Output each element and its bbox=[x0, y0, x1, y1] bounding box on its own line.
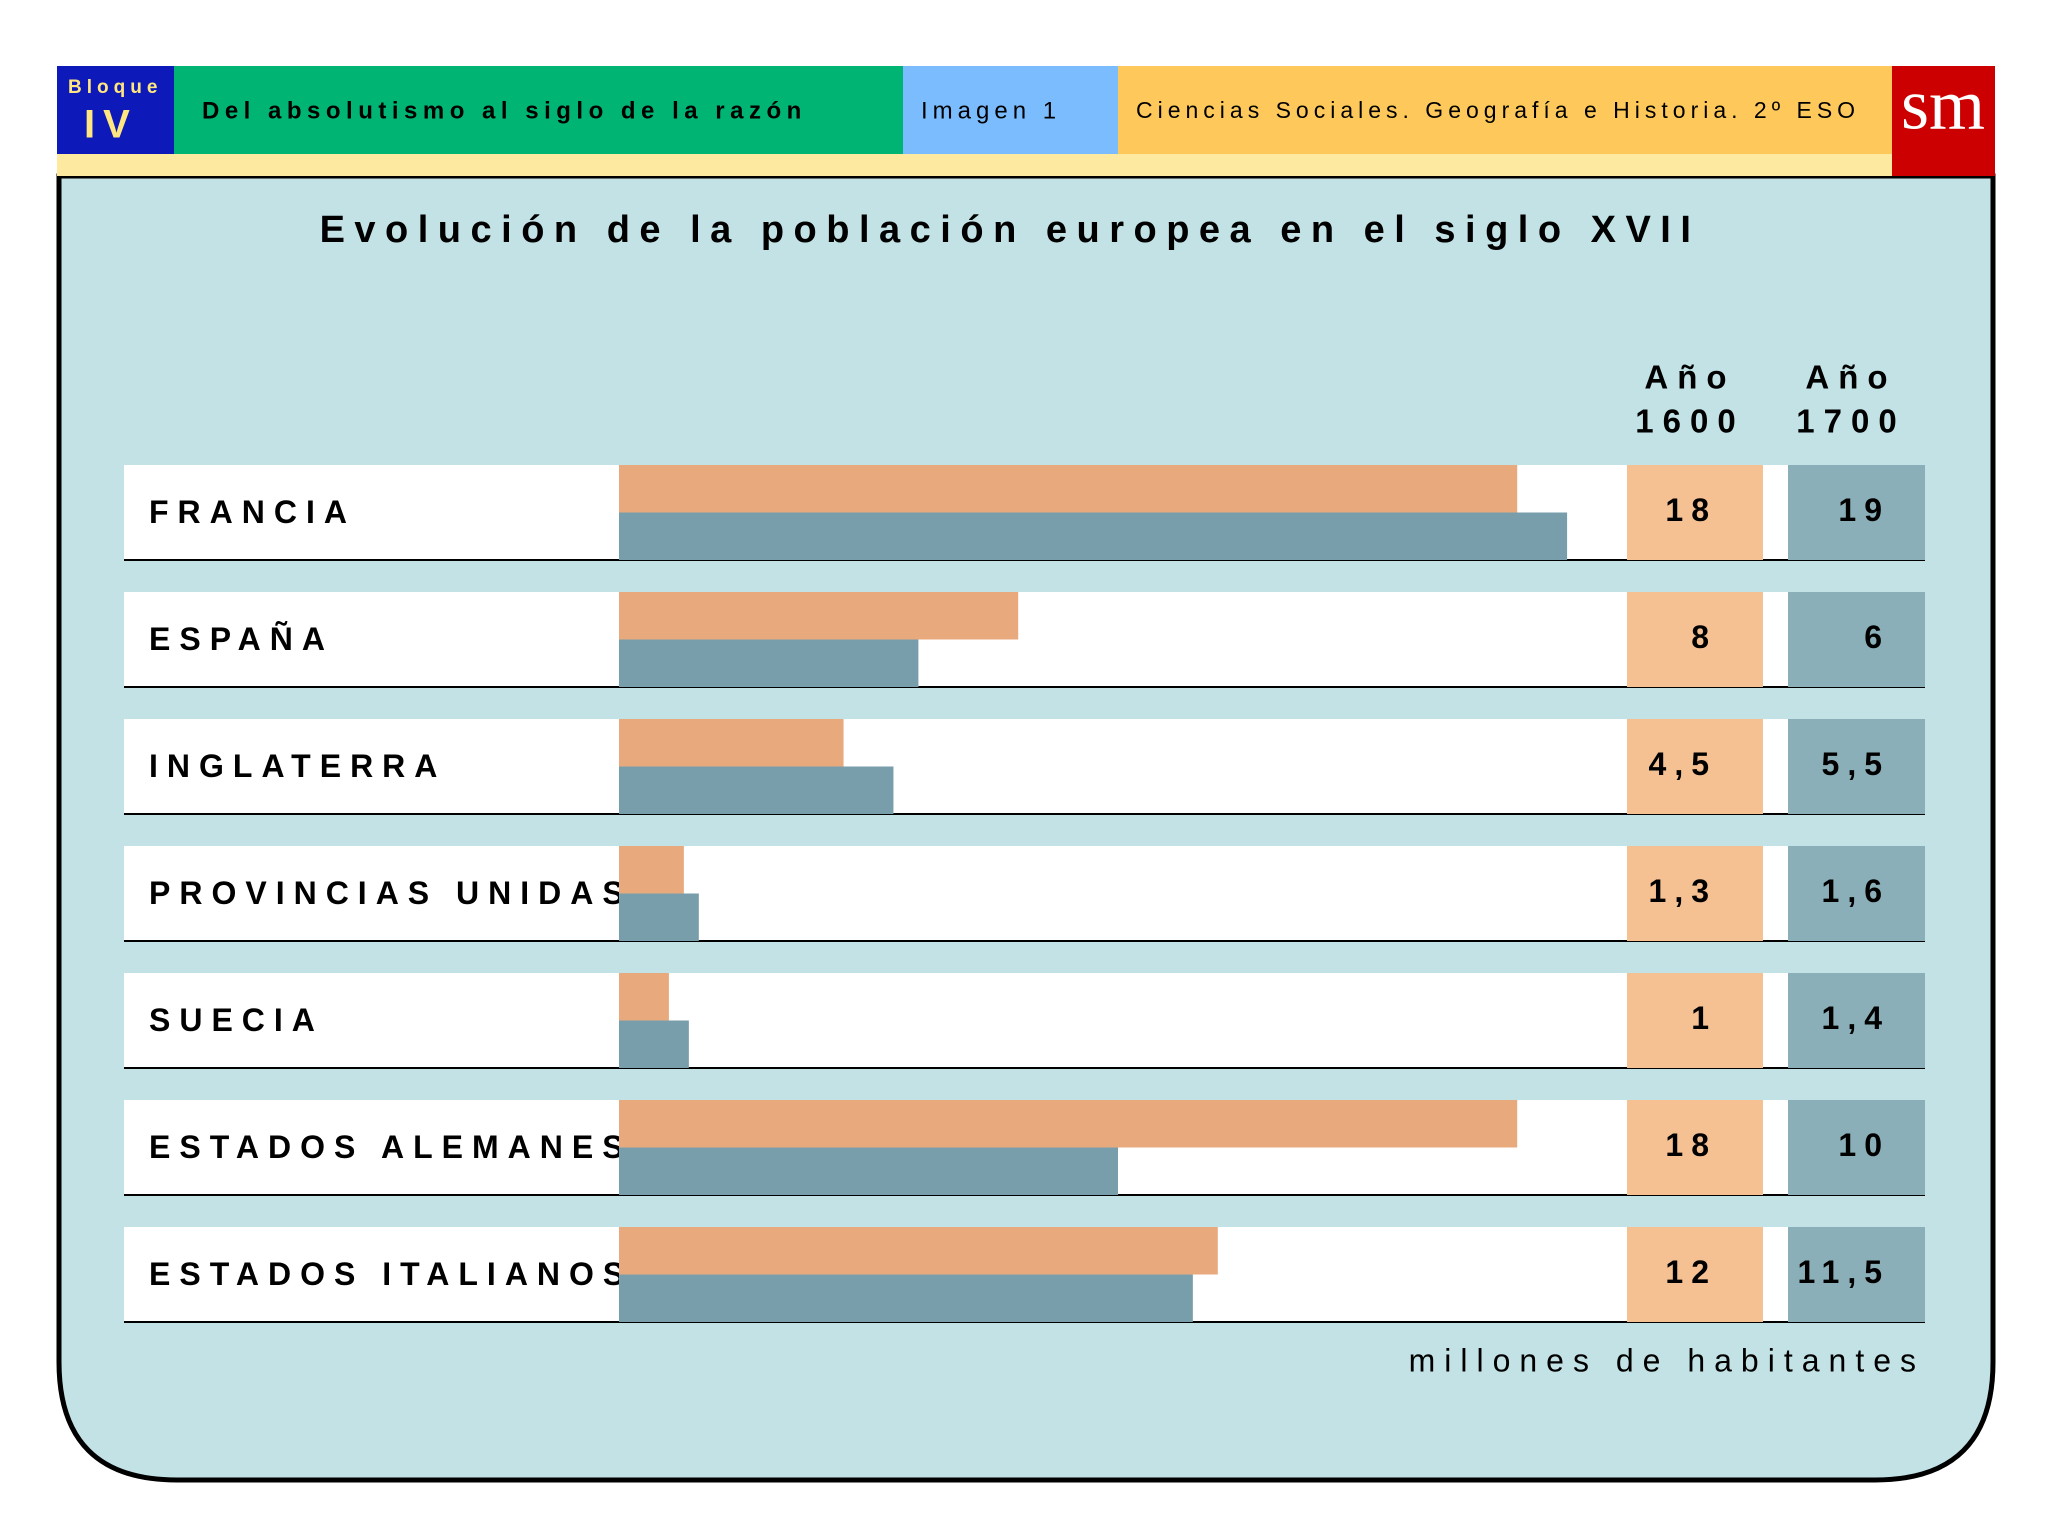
value-box bbox=[1627, 1100, 1763, 1195]
value-box bbox=[1788, 719, 1925, 814]
block-box bbox=[57, 66, 174, 154]
category-label: INGLATERRA bbox=[149, 748, 446, 784]
bar bbox=[619, 719, 844, 767]
value-box bbox=[1627, 592, 1763, 687]
chart-title: Evolución de la población europea en el … bbox=[320, 209, 1701, 251]
block-number: IV bbox=[84, 103, 138, 147]
bar bbox=[619, 1100, 1518, 1148]
value-label: 10 bbox=[1838, 1127, 1890, 1163]
header-strip bbox=[57, 154, 1892, 176]
value-box bbox=[1788, 465, 1925, 560]
image-box bbox=[903, 66, 1118, 154]
block-label: Bloque bbox=[68, 77, 162, 98]
value-label: 11,5 bbox=[1797, 1254, 1890, 1290]
bar bbox=[619, 846, 684, 894]
value-box bbox=[1627, 1227, 1763, 1322]
bar bbox=[619, 592, 1019, 640]
row-background bbox=[124, 973, 1925, 1068]
unit-note: millones de habitantes bbox=[1409, 1342, 1925, 1378]
value-label: 5,5 bbox=[1822, 746, 1890, 782]
value-box bbox=[1627, 973, 1763, 1068]
category-label: FRANCIA bbox=[149, 494, 356, 530]
value-label: 12 bbox=[1665, 1254, 1717, 1290]
value-label: 4,5 bbox=[1649, 746, 1717, 782]
value-box bbox=[1788, 1227, 1925, 1322]
value-box bbox=[1788, 846, 1925, 941]
series-header: 1700 bbox=[1796, 403, 1905, 440]
value-label: 1,6 bbox=[1822, 873, 1890, 909]
value-box bbox=[1788, 592, 1925, 687]
bar bbox=[619, 639, 919, 687]
unit-title: Del absolutismo al siglo de la razón bbox=[202, 97, 807, 124]
logo: sm bbox=[1901, 65, 1985, 145]
value-label: 1,4 bbox=[1822, 1000, 1890, 1036]
value-box bbox=[1627, 719, 1763, 814]
value-label: 18 bbox=[1665, 492, 1717, 528]
subject-box bbox=[1118, 66, 1892, 154]
row-background bbox=[124, 719, 1925, 814]
value-label: 6 bbox=[1864, 619, 1890, 655]
category-label: SUECIA bbox=[149, 1002, 324, 1038]
bar bbox=[619, 1274, 1193, 1322]
value-box bbox=[1788, 1100, 1925, 1195]
subject: Ciencias Sociales. Geografía e Historia.… bbox=[1136, 97, 1860, 123]
category-label: ESPAÑA bbox=[149, 621, 334, 657]
value-box bbox=[1627, 465, 1763, 560]
bar bbox=[619, 1020, 689, 1068]
value-label: 19 bbox=[1838, 492, 1890, 528]
bar bbox=[619, 1227, 1218, 1275]
value-label: 8 bbox=[1691, 619, 1717, 655]
row-background bbox=[124, 846, 1925, 941]
value-label: 1,3 bbox=[1649, 873, 1717, 909]
category-label: ESTADOS ITALIANOS bbox=[149, 1256, 633, 1292]
bar bbox=[619, 973, 669, 1021]
series-header: Año bbox=[1644, 359, 1735, 396]
bar bbox=[619, 465, 1518, 513]
bar bbox=[619, 1147, 1118, 1195]
bar bbox=[619, 766, 894, 814]
logo-box bbox=[1892, 66, 1995, 176]
row-background bbox=[124, 592, 1925, 687]
bar bbox=[619, 512, 1568, 560]
series-header: 1600 bbox=[1635, 403, 1744, 440]
category-label: PROVINCIAS UNIDAS bbox=[149, 875, 633, 911]
series-header: Año bbox=[1805, 359, 1896, 396]
value-box bbox=[1788, 973, 1925, 1068]
category-label: ESTADOS ALEMANES bbox=[149, 1129, 633, 1165]
unit-box bbox=[174, 66, 903, 154]
value-label: 18 bbox=[1665, 1127, 1717, 1163]
value-label: 1 bbox=[1691, 1000, 1717, 1036]
image-label: Imagen 1 bbox=[921, 97, 1061, 124]
bar bbox=[619, 893, 699, 941]
value-box bbox=[1627, 846, 1763, 941]
